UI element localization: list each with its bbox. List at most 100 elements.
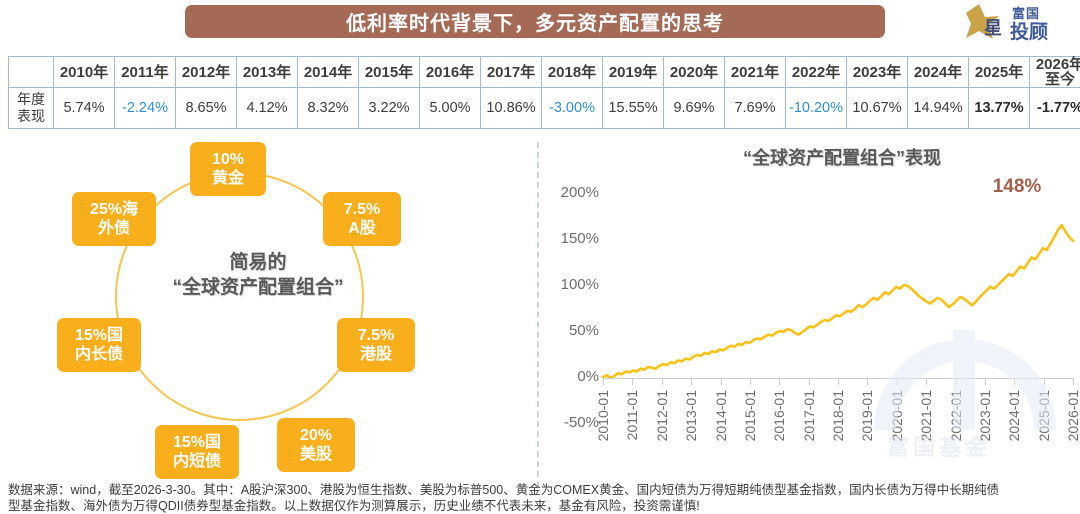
allocation-chip-line: 黄金 (212, 169, 244, 188)
table-column-header: 2012年 (176, 57, 237, 88)
table-column-header: 2015年 (359, 57, 420, 88)
table-cell-value: -10.20% (786, 88, 847, 129)
allocation-chip-line: 25%海 (90, 200, 138, 219)
chart-title: “全球资产配置组合”表现 (617, 144, 1067, 170)
x-axis-tick-mark (1073, 378, 1074, 385)
brand-logo: 星 富国 投顾 (966, 2, 1074, 44)
table-cell-value: 15.55% (603, 88, 664, 129)
allocation-center-label: 简易的 “全球资产配置组合” (108, 250, 408, 300)
x-axis-tick-label: 2024-01 (1006, 390, 1022, 441)
x-axis-tick-label: 2012-01 (654, 390, 670, 441)
performance-line (603, 225, 1073, 378)
y-axis-tick-label: 150% (541, 231, 599, 246)
table-cell-value: 7.69% (725, 88, 786, 129)
x-axis-tick-label: 2026-01 (1065, 390, 1080, 441)
x-axis-tick-label: 2014-01 (713, 390, 729, 441)
portfolio-performance-chart: “全球资产配置组合”表现 148% -50%0%50%100%150%200% … (537, 142, 1080, 487)
x-axis-tick-label: 2010-01 (595, 390, 611, 441)
table-column-header: 2022年 (786, 57, 847, 88)
allocation-chip-港股: 7.5%港股 (337, 318, 415, 372)
y-axis-tick-label: -50% (541, 415, 599, 430)
x-axis-tick-mark (926, 378, 927, 385)
x-axis-tick-mark (867, 378, 868, 385)
x-axis-tick-label: 2018-01 (830, 390, 846, 441)
table-cell-value: 5.00% (420, 88, 481, 129)
row-header-line: 表现 (9, 108, 53, 125)
plot-area (603, 182, 1073, 378)
y-axis-tick-label: 100% (541, 277, 599, 292)
table-column-header: 2018年 (542, 57, 603, 88)
table-cell-value: 13.77% (969, 88, 1030, 129)
table-cell-value: -1.77% (1030, 88, 1080, 129)
table-cell-value: 3.22% (359, 88, 420, 129)
table-cell-value: 9.69% (664, 88, 725, 129)
table-column-header: 2010年 (54, 57, 115, 88)
x-axis-tick-mark (897, 378, 898, 385)
footnote-line-2: 型基金指数、海外债为万得QDII债券型基金指数。以上数据仅作为测算展示，历史业绩… (8, 498, 1072, 514)
x-axis-tick-mark (603, 378, 604, 385)
logo-xing-character: 星 (984, 14, 1002, 40)
allocation-chip-line: 美股 (300, 445, 332, 464)
allocation-chip-国内短债: 15%国内短债 (155, 425, 239, 479)
table-column-header: 2025年 (969, 57, 1030, 88)
x-axis-tick-mark (779, 378, 780, 385)
allocation-chip-line: 7.5% (344, 200, 380, 219)
x-axis-tick-label: 2011-01 (624, 390, 640, 440)
x-axis-tick-label: 2017-01 (801, 390, 817, 441)
logo-brand-main: 投顾 (1010, 17, 1048, 44)
table-column-header: 2014年 (298, 57, 359, 88)
y-axis-tick-label: 0% (541, 369, 599, 384)
x-axis-tick-label: 2013-01 (683, 390, 699, 441)
table-cell-value: 10.86% (481, 88, 542, 129)
x-axis-tick-label: 2021-01 (918, 390, 934, 441)
x-axis-tick-mark (721, 378, 722, 385)
table-row: 年度表现 5.74%-2.24%8.65%4.12%8.32%3.22%5.00… (9, 88, 1080, 129)
table-cell-value: -3.00% (542, 88, 603, 129)
row-header-annual-performance: 年度表现 (9, 88, 54, 129)
x-axis-tick-label: 2016-01 (771, 390, 787, 441)
row-header-line: 年度 (9, 91, 53, 108)
table-column-header: 2020年 (664, 57, 725, 88)
x-axis-tick-label: 2023-01 (977, 390, 993, 441)
allocation-chip-line: 内短债 (173, 452, 221, 471)
table-column-header: 2021年 (725, 57, 786, 88)
x-axis-tick-label: 2020-01 (889, 390, 905, 441)
allocation-chip-line: 外债 (90, 219, 138, 238)
x-axis-tick-label: 2015-01 (742, 390, 758, 441)
allocation-chip-line: A股 (344, 219, 380, 238)
table-cell-value: 5.74% (54, 88, 115, 129)
table-column-header: 2016年 (420, 57, 481, 88)
allocation-chip-line: 20% (300, 426, 332, 445)
x-axis-tick-label: 2022-01 (948, 390, 964, 441)
x-axis-tick-mark (1044, 378, 1045, 385)
performance-line-svg (603, 182, 1073, 378)
allocation-chip-国内长债: 15%国内长债 (57, 318, 141, 372)
allocation-chip-A股: 7.5%A股 (323, 192, 401, 246)
table-column-header: 2023年 (847, 57, 908, 88)
x-axis-tick-mark (838, 378, 839, 385)
x-axis-tick-mark (691, 378, 692, 385)
table-cell-value: -2.24% (115, 88, 176, 129)
table-corner-cell (9, 57, 54, 88)
allocation-center-line2: “全球资产配置组合” (108, 275, 408, 300)
table-cell-value: 10.67% (847, 88, 908, 129)
x-axis-tick-mark (632, 378, 633, 385)
allocation-chip-海外债: 25%海外债 (72, 192, 156, 246)
table-cell-value: 8.32% (298, 88, 359, 129)
x-axis-tick-label: 2025-01 (1036, 390, 1052, 441)
allocation-center-line1: 简易的 (108, 250, 408, 275)
y-axis-tick-label: 200% (541, 185, 599, 200)
table-column-header: 2013年 (237, 57, 298, 88)
allocation-chip-line: 15%国 (75, 326, 123, 345)
x-axis-tick-mark (985, 378, 986, 385)
table-cell-value: 8.65% (176, 88, 237, 129)
page-title: 低利率时代背景下，多元资产配置的思考 (346, 7, 724, 36)
allocation-chip-美股: 20%美股 (277, 418, 355, 472)
y-axis: -50%0%50%100%150%200% (537, 142, 599, 442)
table-column-header: 2024年 (908, 57, 969, 88)
table-cell-value: 4.12% (237, 88, 298, 129)
allocation-chip-line: 港股 (358, 345, 394, 364)
page-title-banner: 低利率时代背景下，多元资产配置的思考 (185, 5, 885, 38)
